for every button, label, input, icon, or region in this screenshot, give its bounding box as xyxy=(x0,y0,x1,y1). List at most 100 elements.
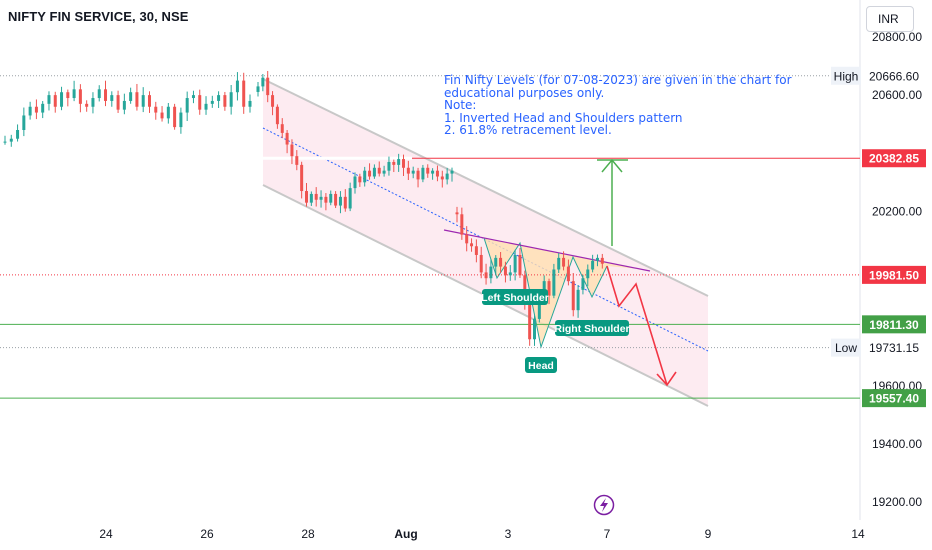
candle-body xyxy=(34,106,38,113)
lightning-icon xyxy=(600,498,608,512)
candle-body xyxy=(295,156,299,165)
price-tag-caption-0: High xyxy=(834,69,859,83)
label-left-shoulder-bg xyxy=(482,289,548,305)
price-tag-bg-5 xyxy=(862,389,926,408)
candle-body xyxy=(445,173,449,180)
candle-body xyxy=(160,112,164,119)
currency-button[interactable]: INR xyxy=(866,6,914,32)
candle-body xyxy=(382,170,386,174)
candle-body xyxy=(129,92,133,101)
candle-body xyxy=(586,269,590,279)
candle-body xyxy=(435,170,439,177)
time-tick-label: 24 xyxy=(99,527,113,541)
price-tag-bg-3 xyxy=(862,315,926,334)
candle-body xyxy=(28,106,32,116)
candle-body xyxy=(53,95,57,107)
candle-body xyxy=(229,92,233,107)
candle-body xyxy=(235,80,239,93)
candle-body xyxy=(242,80,246,107)
time-tick-label: 14 xyxy=(851,527,865,541)
candle-body xyxy=(406,167,410,174)
candle-body xyxy=(595,257,599,261)
projection-arrow-head xyxy=(656,371,677,387)
candle-body xyxy=(416,170,420,180)
candle-body xyxy=(503,266,507,276)
candle-body xyxy=(421,167,425,180)
candle-body xyxy=(338,196,342,206)
price-tag-caption-bg-4 xyxy=(831,338,861,357)
price-tag-bg-2 xyxy=(862,265,926,284)
candle-body xyxy=(397,159,401,165)
candle-body xyxy=(204,103,208,110)
candle-body xyxy=(562,257,566,267)
candle-body xyxy=(450,170,454,174)
candle-body xyxy=(343,196,347,209)
candle-body xyxy=(217,95,221,101)
price-tag-bg-1 xyxy=(862,149,926,168)
candle-body xyxy=(363,170,367,183)
price-tag-bg-0 xyxy=(862,66,926,85)
candle-body xyxy=(591,260,595,270)
candle-body xyxy=(566,266,570,282)
candle-body xyxy=(280,124,284,133)
candle-body xyxy=(484,272,488,279)
price-tick-label: 20600.00 xyxy=(872,88,922,102)
candle-body xyxy=(499,257,503,267)
candle-body xyxy=(537,298,541,319)
candle-body xyxy=(78,89,82,104)
candle-body xyxy=(135,92,139,107)
resistance-trim xyxy=(0,156,412,160)
candle-body xyxy=(465,234,469,244)
price-tick-label: 19200.00 xyxy=(872,495,922,509)
candle-body xyxy=(557,257,561,270)
candle-body xyxy=(426,167,430,174)
price-tick-label: 20800.00 xyxy=(872,30,922,44)
note-line-1: Fin Nifty Levels (for 07-08-2023) are gi… xyxy=(444,73,792,87)
price-tag-0: 20666.60 xyxy=(869,69,919,83)
candle-body xyxy=(581,278,585,290)
candle-body xyxy=(223,95,227,107)
candle-body xyxy=(300,164,304,192)
label-left-shoulder: Left Shoulder xyxy=(481,292,549,304)
pattern-outline xyxy=(483,237,608,349)
price-tag-caption-4: Low xyxy=(835,341,857,355)
candle-body xyxy=(508,272,512,276)
time-tick-label: 7 xyxy=(604,527,611,541)
candle-body xyxy=(154,106,158,113)
candle-body xyxy=(116,95,120,110)
candle-body xyxy=(72,89,76,99)
price-tag-5: 19557.40 xyxy=(869,392,919,406)
candle-body xyxy=(261,77,265,87)
candle-body xyxy=(440,176,444,180)
label-head: Head xyxy=(528,360,554,372)
candle-body xyxy=(411,170,415,174)
candle-body xyxy=(210,100,214,104)
candle-body xyxy=(22,115,26,130)
candle-body xyxy=(248,100,252,107)
candle-body xyxy=(41,103,45,113)
candle-body xyxy=(16,130,20,139)
projection-path xyxy=(606,265,668,386)
candle-body xyxy=(191,95,195,99)
symbol-title[interactable]: NIFTY FIN SERVICE, 30, NSE xyxy=(8,9,189,24)
candle-body xyxy=(552,269,556,296)
candle-body xyxy=(185,98,189,113)
candle-body xyxy=(104,89,108,101)
candle-body xyxy=(528,304,532,340)
candle-body xyxy=(141,95,145,107)
candle-body xyxy=(518,254,522,276)
candle-body xyxy=(489,266,493,279)
candle-body xyxy=(600,257,604,264)
candle-body xyxy=(60,92,64,107)
label-right-shoulder: Right Shoulder xyxy=(554,323,629,335)
candle-body xyxy=(147,95,151,107)
candle-body xyxy=(377,167,381,174)
candle-body xyxy=(431,170,435,174)
note-line-4: 1. Inverted Head and Shoulders pattern xyxy=(444,110,683,125)
candle-body xyxy=(387,161,391,171)
candle-body xyxy=(173,106,177,128)
price-tick-label: 20200.00 xyxy=(872,204,922,218)
candle-body xyxy=(494,257,498,267)
